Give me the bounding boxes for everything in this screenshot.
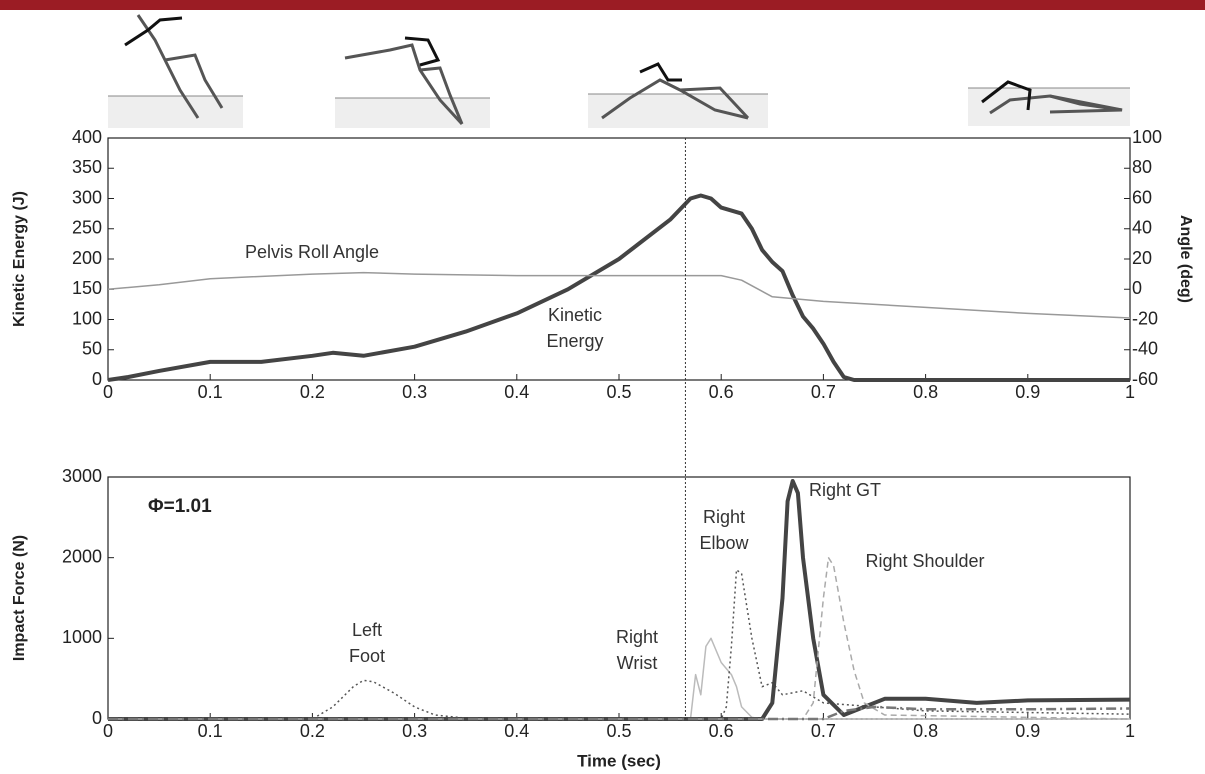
- x-tick-label: 0.4: [504, 721, 529, 741]
- y2-tick-label: -60: [1132, 369, 1158, 389]
- y2-tick-label: 40: [1132, 218, 1152, 238]
- x-tick-label: 0.1: [198, 721, 223, 741]
- series-label: Right Shoulder: [865, 551, 985, 571]
- x-tick-label: 0.8: [913, 382, 938, 402]
- y2-tick-label: 20: [1132, 248, 1152, 268]
- y2-tick-label: -20: [1132, 308, 1158, 328]
- y2-tick-label: 0: [1132, 278, 1142, 298]
- y-tick-label: 1000: [62, 627, 102, 647]
- y-tick-label: 50: [82, 339, 102, 359]
- x-tick-label: 0.6: [709, 721, 734, 741]
- x-tick-label: 0.5: [606, 721, 631, 741]
- series-line: [108, 679, 1130, 720]
- x-tick-label: 0: [103, 382, 113, 402]
- x-tick-label: 0.7: [811, 721, 836, 741]
- series-label: Right Elbow: [699, 507, 749, 553]
- series-label: Kinetic Energy: [546, 305, 604, 351]
- x-tick-label: 1: [1125, 382, 1135, 402]
- y-tick-label: 250: [72, 218, 102, 238]
- y-tick-label: 0: [92, 708, 102, 728]
- stick-figures: [108, 14, 1130, 128]
- x-tick-label: 0.4: [504, 382, 529, 402]
- y2-axis-label: Angle (deg): [1177, 215, 1194, 303]
- y-tick-label: 2000: [62, 546, 102, 566]
- series-label: Right GT: [808, 480, 882, 500]
- y-tick-label: 200: [72, 248, 102, 268]
- y-tick-label: 3000: [62, 466, 102, 486]
- y-tick-label: 350: [72, 157, 102, 177]
- y-tick-label: 300: [72, 187, 102, 207]
- y-tick-label: 150: [72, 278, 102, 298]
- series-line: [108, 705, 1131, 721]
- y-tick-label: 0: [92, 369, 102, 389]
- x-tick-label: 0.1: [198, 382, 223, 402]
- series-line: [108, 569, 1131, 720]
- x-tick-label: 0.8: [913, 721, 938, 741]
- y2-tick-label: 60: [1132, 187, 1152, 207]
- x-tick-label: 0.9: [1015, 382, 1040, 402]
- y2-tick-label: 100: [1132, 127, 1162, 147]
- y-axis-label: Impact Force (N): [11, 535, 28, 661]
- x-axis-label: Time (sec): [577, 751, 661, 770]
- y-tick-label: 100: [72, 308, 102, 328]
- x-tick-label: 0.6: [709, 382, 734, 402]
- annotation: Φ=1.01: [148, 496, 212, 517]
- x-tick-label: 0.3: [402, 382, 427, 402]
- y2-tick-label: -40: [1132, 339, 1158, 359]
- series-label: Left Foot: [348, 620, 386, 666]
- x-tick-label: 0.3: [402, 721, 427, 741]
- y-axis-label: Kinetic Energy (J): [11, 191, 28, 327]
- x-tick-label: 0.5: [606, 382, 631, 402]
- x-tick-label: 1: [1125, 721, 1135, 741]
- series-label: Pelvis Roll Angle: [244, 242, 380, 262]
- series-label: Right Wrist: [615, 627, 659, 673]
- x-tick-label: 0.9: [1015, 721, 1040, 741]
- x-tick-label: 0.2: [300, 382, 325, 402]
- top-bar: [0, 0, 1205, 10]
- y2-tick-label: 80: [1132, 157, 1152, 177]
- y-tick-label: 400: [72, 127, 102, 147]
- plot-frame: [107, 476, 1131, 720]
- series-line: [107, 193, 1130, 382]
- x-tick-label: 0.7: [811, 382, 836, 402]
- series-line: [107, 271, 1131, 319]
- x-tick-label: 0: [103, 721, 113, 741]
- series-line: [108, 479, 1131, 721]
- x-tick-label: 0.2: [300, 721, 325, 741]
